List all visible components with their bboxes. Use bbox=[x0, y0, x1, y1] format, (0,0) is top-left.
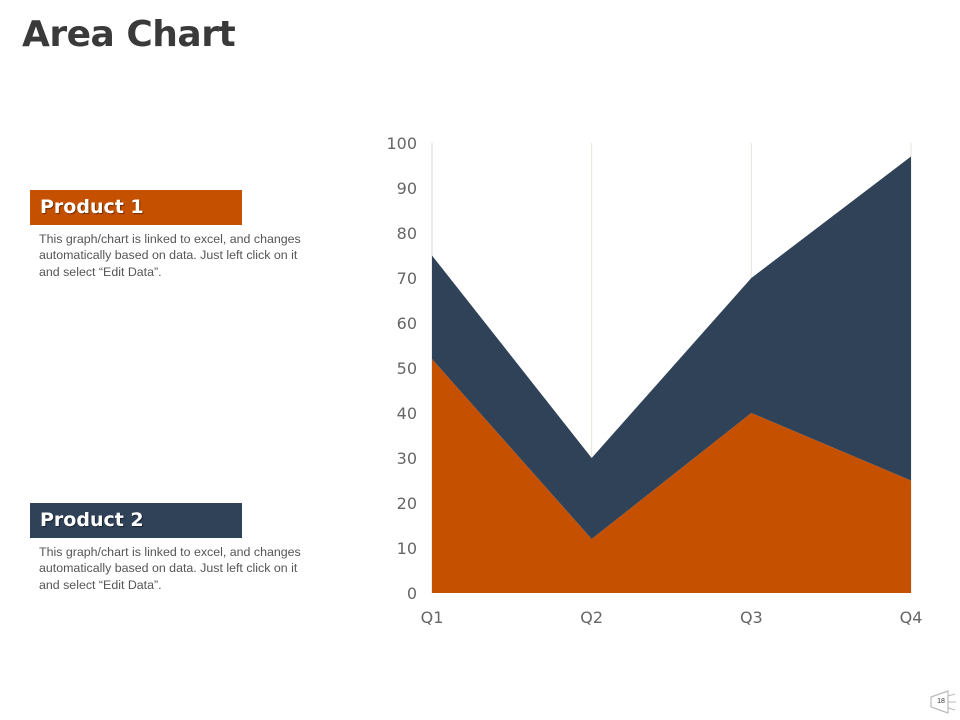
legend-card-product-1[interactable]: Product 1 This graph/chart is linked to … bbox=[30, 190, 310, 280]
y-tick-label-50: 50 bbox=[397, 359, 417, 378]
legend-card-product-2[interactable]: Product 2 This graph/chart is linked to … bbox=[30, 503, 310, 593]
y-tick-label-30: 30 bbox=[397, 449, 417, 468]
y-tick-label-0: 0 bbox=[407, 584, 417, 603]
page-title: Area Chart bbox=[22, 14, 236, 55]
y-tick-label-60: 60 bbox=[397, 314, 417, 333]
y-tick-label-20: 20 bbox=[397, 494, 417, 513]
legend-title-product-1: Product 1 bbox=[30, 190, 242, 225]
legend-description-product-2: This graph/chart is linked to excel, and… bbox=[39, 545, 301, 592]
page-number: 18 bbox=[937, 698, 945, 705]
y-tick-label-10: 10 bbox=[397, 539, 417, 558]
x-tick-label-q2: Q2 bbox=[580, 608, 603, 627]
y-tick-label-90: 90 bbox=[397, 179, 417, 198]
x-tick-label-q3: Q3 bbox=[740, 608, 763, 627]
x-tick-label-q4: Q4 bbox=[900, 608, 923, 627]
y-tick-label-40: 40 bbox=[397, 404, 417, 423]
x-tick-label-q1: Q1 bbox=[421, 608, 444, 627]
area-product-2 bbox=[432, 156, 911, 539]
y-tick-label-80: 80 bbox=[397, 224, 417, 243]
y-tick-label-100: 100 bbox=[386, 134, 417, 153]
legend-description-product-1: This graph/chart is linked to excel, and… bbox=[39, 232, 301, 279]
megaphone-icon bbox=[930, 690, 956, 714]
y-tick-label-70: 70 bbox=[397, 269, 417, 288]
legend-title-product-2: Product 2 bbox=[30, 503, 242, 538]
